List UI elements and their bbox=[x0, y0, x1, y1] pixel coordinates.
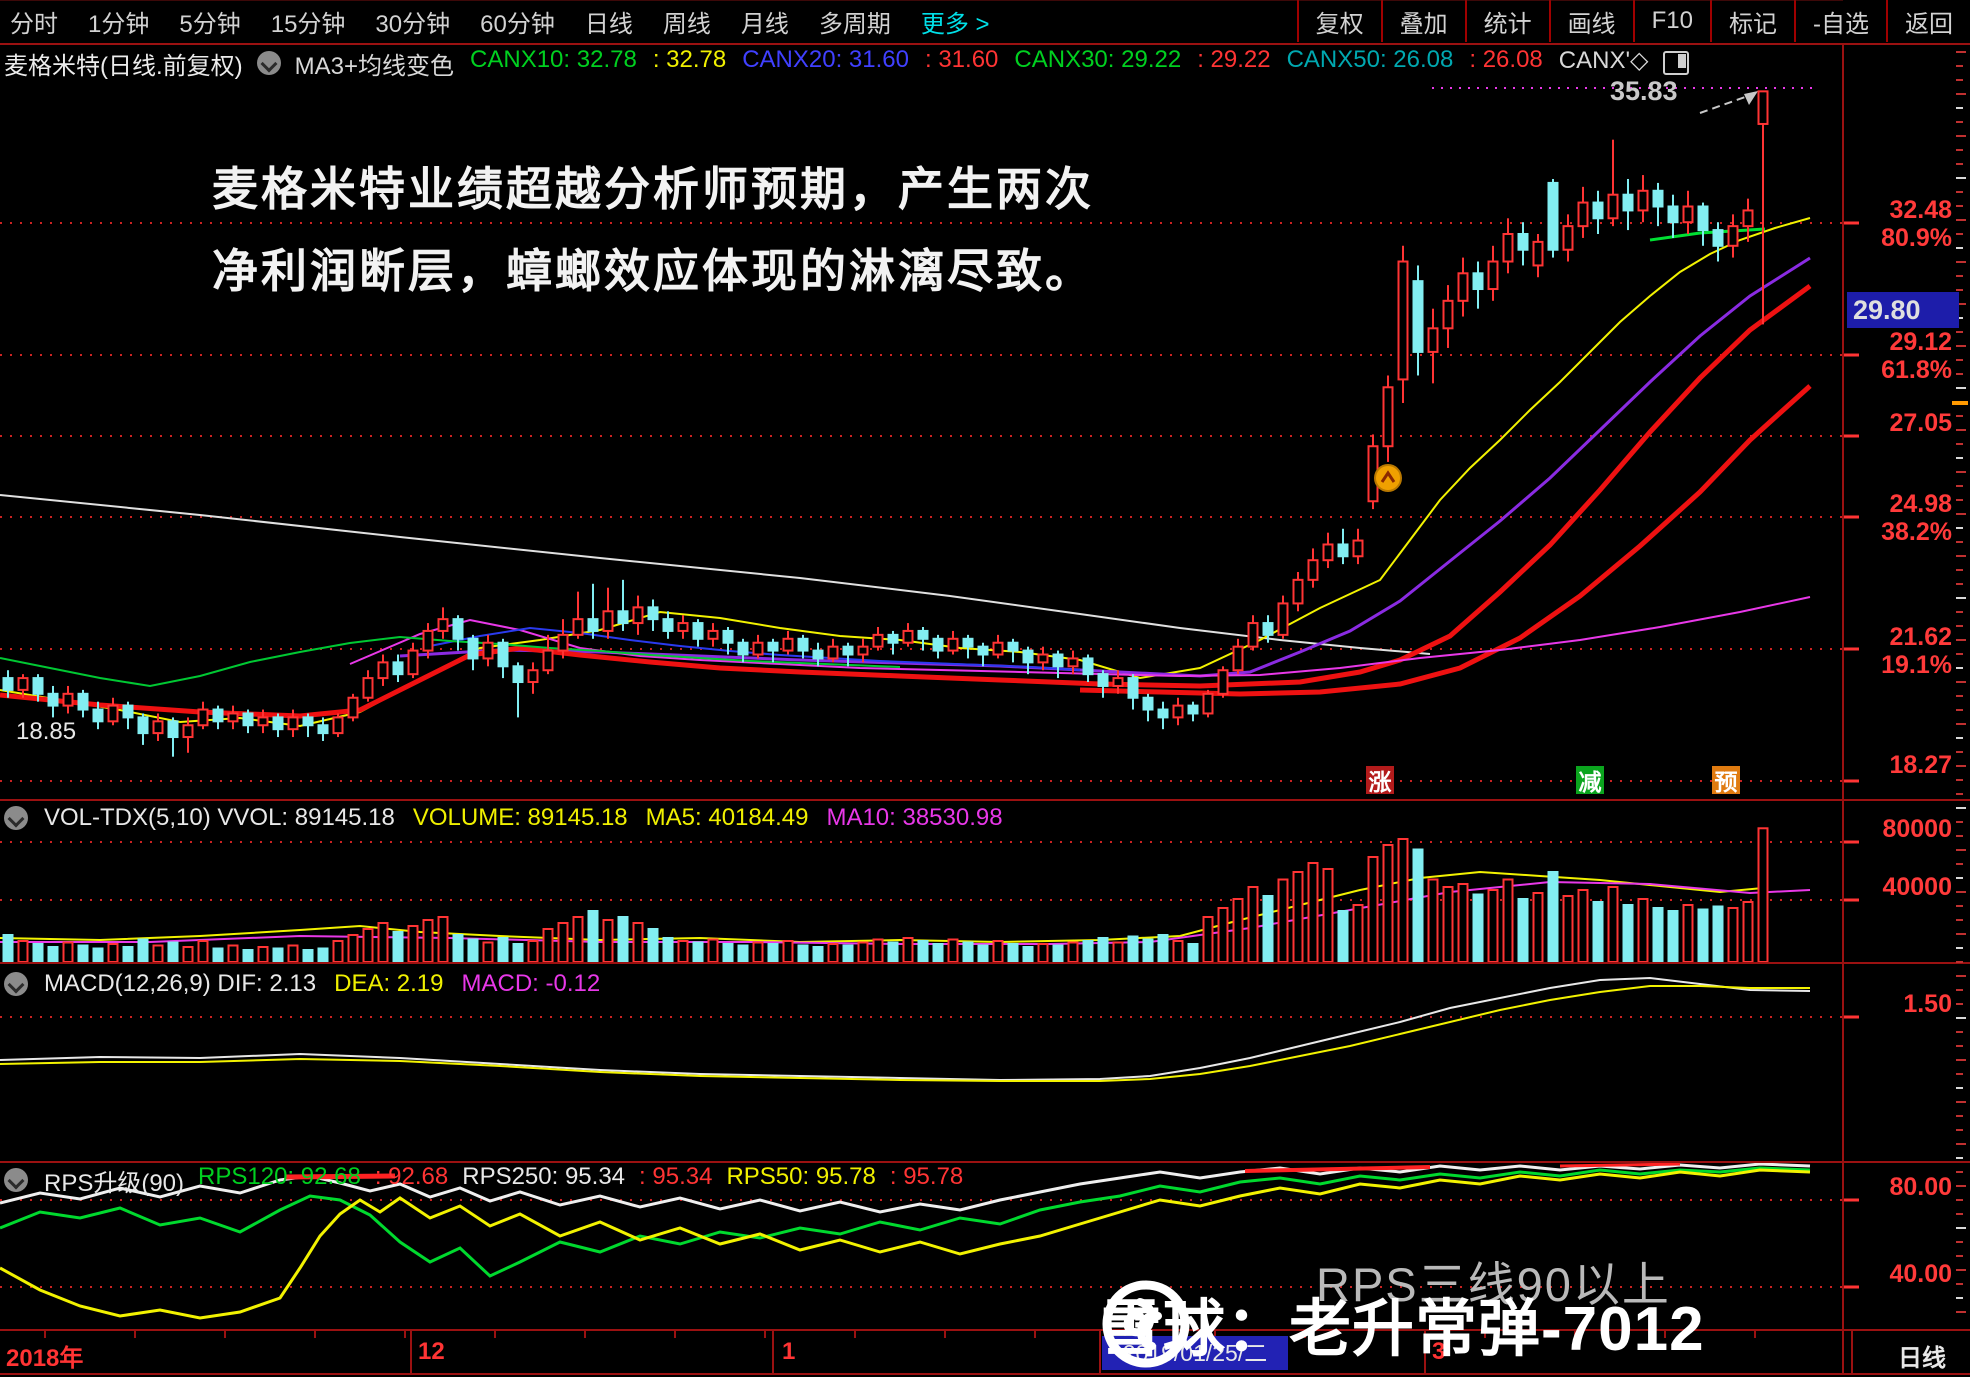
xueqiu-watermark: 雪球：老升常弹-7012 bbox=[1100, 1278, 1705, 1368]
axis-price-label: 1.50 bbox=[1903, 990, 1952, 1018]
toolbar-button-返回[interactable]: 返回 bbox=[1886, 0, 1970, 42]
axis-price-label: 80000 bbox=[1882, 815, 1952, 843]
current-price-tag: 29.80 bbox=[1847, 292, 1959, 328]
axis-price-label: 24.98 bbox=[1889, 490, 1952, 518]
axis-price-label: 21.62 bbox=[1889, 623, 1952, 651]
menu-item-更多 >[interactable]: 更多 > bbox=[920, 10, 990, 38]
collapse-chevron-icon[interactable] bbox=[4, 972, 28, 996]
event-badge-涨: 涨 bbox=[1366, 766, 1394, 795]
collapse-chevron-icon[interactable] bbox=[4, 1168, 28, 1192]
annotation-line1: 麦格米特业绩超越分析师预期，产生两次 bbox=[212, 162, 1094, 216]
menu-item-月线[interactable]: 月线 bbox=[740, 10, 789, 38]
indicator-value: VOLUME: 89145.18 bbox=[412, 804, 628, 831]
toolbar-button-F10[interactable]: F10 bbox=[1632, 0, 1710, 42]
axis-price-label: 61.8% bbox=[1881, 356, 1952, 384]
axis-price-label: 29.12 bbox=[1889, 328, 1952, 356]
menu-item-15分钟[interactable]: 15分钟 bbox=[270, 10, 346, 38]
axis-price-label: 18.27 bbox=[1889, 751, 1952, 779]
indicator-value: DEA: 2.19 bbox=[334, 970, 444, 997]
date-axis-label: 2018年 bbox=[6, 1345, 84, 1372]
indicator-value: : 95.78 bbox=[889, 1162, 964, 1190]
toolbar-menu: 复权 叠加 统计 画线 F10 标记 -自选 返回 bbox=[1296, 0, 1970, 42]
indicator-value: : 92.68 bbox=[374, 1162, 449, 1190]
indicator-value: : 26.08 bbox=[1469, 45, 1543, 73]
snowball-logo bbox=[1102, 1280, 1190, 1368]
top-menubar: 分时 1分钟 5分钟 15分钟 30分钟 60分钟 日线 周线 月线 多周期 更多 > 复权 叠加 统计… bbox=[0, 0, 1970, 42]
indicator-value: RPS升级(90) bbox=[44, 1169, 185, 1197]
indicator-value: RPS50: 95.78 bbox=[726, 1162, 876, 1190]
macd-indicator-values: MACD(12,26,9) DIF: 2.13 DEA: 2.19 MACD: -0… bbox=[44, 970, 600, 998]
indicator-value: CANX30: 29.22 bbox=[1014, 45, 1182, 73]
high-price-callout: 35.83 bbox=[1610, 76, 1678, 106]
menu-item-日线[interactable]: 日线 bbox=[584, 10, 633, 38]
indicator-value: : 31.60 bbox=[925, 45, 999, 73]
indicator-value: CANX20: 31.60 bbox=[742, 45, 909, 73]
indicator-value: : 29.22 bbox=[1197, 45, 1271, 73]
axis-price-label: 40000 bbox=[1882, 873, 1952, 901]
menu-item-分时[interactable]: 分时 bbox=[10, 10, 58, 38]
macd-pane-header: MACD(12,26,9) DIF: 2.13 DEA: 2.19 MACD: -0… bbox=[4, 970, 600, 998]
menu-item-多周期[interactable]: 多周期 bbox=[818, 10, 891, 38]
indicator-value: CANX'◇ bbox=[1558, 46, 1649, 74]
window-split-icon[interactable] bbox=[1662, 51, 1689, 75]
chart-annotation: 麦格米特业绩超越分析师预期，产生两次 净利润断层，蟑螂效应体现的淋漓尽致。 bbox=[212, 148, 1094, 312]
date-axis-label: 1 bbox=[782, 1338, 796, 1365]
indicator-value: : 32.78 bbox=[652, 45, 727, 73]
axis-price-label: 80.9% bbox=[1881, 224, 1952, 252]
chart-titlebar: 麦格米特(日线.前复权) MA3+均线变色 CANX10: 32.78 : 32.7… bbox=[0, 46, 1844, 81]
axis-price-label: 27.05 bbox=[1889, 409, 1952, 437]
indicator-value: MA5: 40184.49 bbox=[645, 804, 809, 831]
event-badge-减: 减 bbox=[1576, 766, 1604, 795]
indicator-value: CANX50: 26.08 bbox=[1286, 45, 1454, 73]
volume-pane-header: VOL-TDX(5,10) VVOL: 89145.18 VOLUME: 8914… bbox=[4, 804, 1003, 832]
indicator-value: MACD: -0.12 bbox=[461, 970, 601, 997]
period-menu: 分时 1分钟 5分钟 15分钟 30分钟 60分钟 日线 周线 月线 多周期 更多 > bbox=[0, 4, 1297, 39]
date-axis-label: 12 bbox=[418, 1338, 445, 1365]
low-price-label: 18.85 bbox=[16, 718, 77, 745]
period-indicator: 日线 bbox=[1898, 1345, 1946, 1372]
indicator-value: RPS250: 95.34 bbox=[462, 1162, 626, 1190]
event-badge-预: 预 bbox=[1712, 766, 1740, 795]
axis-price-label: 38.2% bbox=[1881, 518, 1952, 546]
toolbar-button--自选[interactable]: -自选 bbox=[1794, 0, 1886, 42]
volume-indicator-values: VOL-TDX(5,10) VVOL: 89145.18 VOLUME: 8914… bbox=[44, 804, 1003, 832]
toolbar-button-复权[interactable]: 复权 bbox=[1296, 0, 1381, 42]
menu-item-5分钟[interactable]: 5分钟 bbox=[179, 10, 241, 38]
toolbar-button-画线[interactable]: 画线 bbox=[1548, 0, 1633, 42]
indicator-value: CANX10: 32.78 bbox=[470, 45, 637, 73]
indicator-value: MA3+均线变色 bbox=[294, 52, 455, 80]
collapse-chevron-icon[interactable] bbox=[256, 51, 281, 75]
date-axis-label: 3 bbox=[1432, 1338, 1446, 1365]
rps-ghost-text: RPS三线90以上 bbox=[1316, 1258, 1671, 1311]
indicator-value: : 95.34 bbox=[639, 1162, 713, 1190]
indicator-values: MA3+均线变色 CANX10: 32.78 : 32.78 CANX20: 31.6… bbox=[295, 46, 1649, 81]
indicator-value: MACD(12,26,9) DIF: 2.13 bbox=[44, 970, 317, 997]
axis-price-label: 80.00 bbox=[1889, 1173, 1952, 1201]
symbol-title: 麦格米特(日线.前复权) bbox=[4, 52, 243, 80]
indicator-value: VOL-TDX(5,10) VVOL: 89145.18 bbox=[44, 804, 395, 831]
watermark-text: 雪球：老升常弹-7012 bbox=[1100, 1295, 1705, 1364]
menu-item-1分钟[interactable]: 1分钟 bbox=[88, 10, 150, 38]
axis-price-label: 32.48 bbox=[1889, 196, 1952, 224]
menu-item-周线[interactable]: 周线 bbox=[662, 10, 711, 38]
indicator-value: MA10: 38530.98 bbox=[826, 804, 1003, 831]
rps-indicator-values: RPS升级(90) RPS120: 92.68 : 92.68 RPS250: 95.… bbox=[44, 1163, 963, 1198]
annotation-line2: 净利润断层，蟑螂效应体现的淋漓尽致。 bbox=[212, 244, 1094, 298]
menu-item-60分钟[interactable]: 60分钟 bbox=[480, 10, 555, 38]
menu-item-30分钟[interactable]: 30分钟 bbox=[375, 10, 451, 38]
toolbar-button-叠加[interactable]: 叠加 bbox=[1380, 0, 1465, 42]
axis-price-label: 40.00 bbox=[1889, 1260, 1952, 1288]
indicator-value: RPS120: 92.68 bbox=[198, 1162, 361, 1190]
rps-pane-header: RPS升级(90) RPS120: 92.68 : 92.68 RPS250: 95.… bbox=[4, 1163, 963, 1197]
axis-price-label: 19.1% bbox=[1881, 651, 1952, 679]
collapse-chevron-icon[interactable] bbox=[4, 806, 28, 830]
toolbar-button-统计[interactable]: 统计 bbox=[1464, 0, 1549, 42]
toolbar-button-标记[interactable]: 标记 bbox=[1710, 0, 1794, 42]
